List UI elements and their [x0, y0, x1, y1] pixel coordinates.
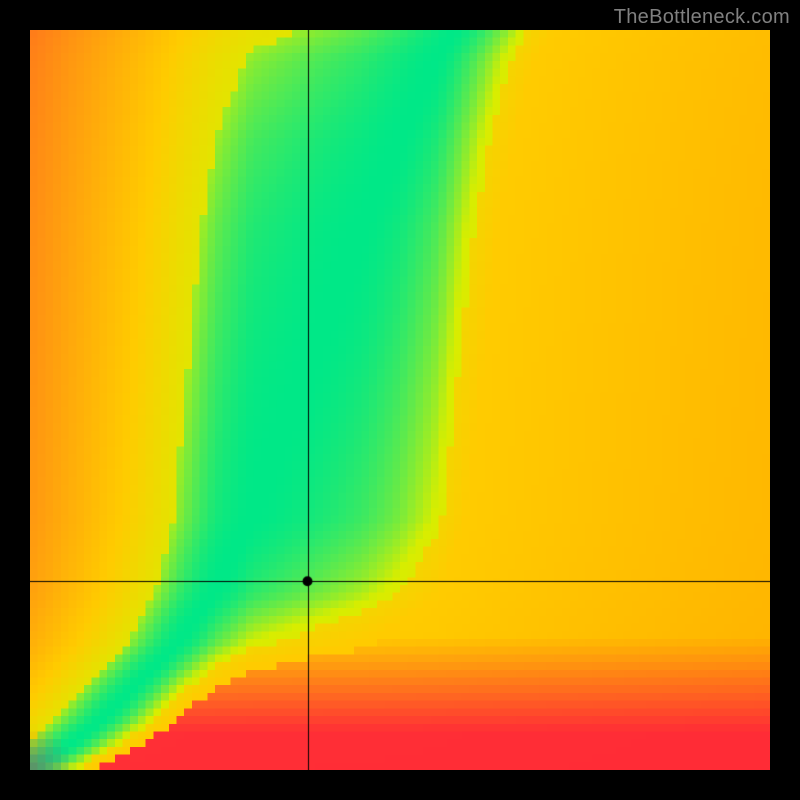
- crosshair-overlay: [30, 30, 770, 770]
- watermark-label: TheBottleneck.com: [614, 6, 790, 29]
- root: TheBottleneck.com: [0, 0, 800, 800]
